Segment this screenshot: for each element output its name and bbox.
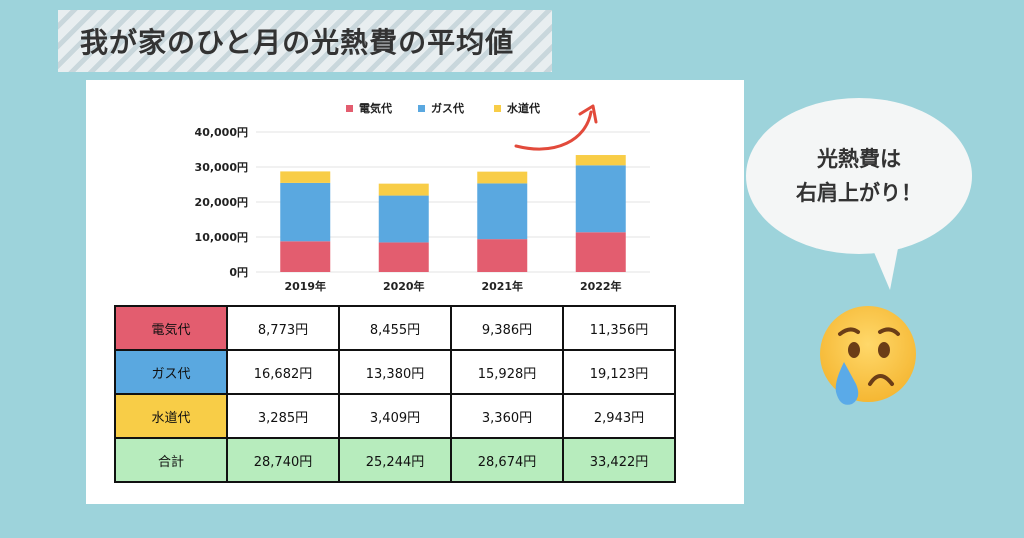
table-row: ガス代 16,682円 13,380円 15,928円 19,123円: [114, 349, 676, 395]
row-label: ガス代: [114, 349, 228, 395]
table-row: 電気代 8,773円 8,455円 9,386円 11,356円: [114, 305, 676, 351]
table-cell: 8,773円: [226, 305, 340, 351]
crying-face-icon: [820, 306, 916, 405]
row-label: 電気代: [114, 305, 228, 351]
page-title: 我が家のひと月の光熱費の平均値: [80, 26, 515, 59]
table-cell: 11,356円: [562, 305, 676, 351]
trend-arrow-icon: [514, 110, 593, 151]
table-cell: 15,928円: [450, 349, 564, 395]
bar-segment-1-0: [280, 182, 331, 242]
table-cell: 2,943円: [562, 393, 676, 439]
trend-arrowhead-icon: [578, 104, 598, 124]
x-tick-label: 2022年: [580, 279, 622, 293]
chart-legend: 電気代 ガス代 水道代: [346, 101, 540, 115]
y-axis-labels: 0円 10,000円 20,000円 30,000円 40,000円: [195, 126, 248, 279]
table-cell: 28,740円: [226, 437, 340, 483]
bar-segment-0-2: [477, 239, 528, 272]
y-tick-label: 20,000円: [195, 196, 248, 209]
bar-segment-2-0: [280, 171, 331, 183]
y-tick-label: 0円: [229, 266, 248, 279]
legend-label-1: ガス代: [431, 101, 464, 115]
chart-panel: 0円 10,000円 20,000円 30,000円 40,000円 2019年 2020…: [86, 80, 744, 504]
table-row: 合計 28,740円 25,244円 28,674円 33,422円: [114, 437, 676, 483]
legend-label-2: 水道代: [507, 101, 540, 115]
bubble-line-1: 光熱費は: [817, 147, 901, 171]
bar-segment-2-3: [575, 155, 626, 166]
table-cell: 13,380円: [338, 349, 452, 395]
cost-table: 電気代 8,773円 8,455円 9,386円 11,356円 ガス代 16,682円 13…: [114, 305, 676, 483]
bar-segment-0-0: [280, 241, 331, 272]
table-cell: 3,285円: [226, 393, 340, 439]
table-cell: 19,123円: [562, 349, 676, 395]
table-cell: 3,409円: [338, 393, 452, 439]
stacked-bar-chart: 0円 10,000円 20,000円 30,000円 40,000円 2019年 2020…: [195, 101, 650, 293]
y-tick-label: 10,000円: [195, 231, 248, 244]
chart-bars: [280, 155, 626, 272]
x-axis-labels: 2019年 2020年 2021年 2022年: [284, 279, 621, 293]
bar-segment-1-3: [575, 165, 626, 233]
table-cell: 9,386円: [450, 305, 564, 351]
x-tick-label: 2020年: [383, 279, 425, 293]
table-cell: 25,244円: [338, 437, 452, 483]
table-cell: 33,422円: [562, 437, 676, 483]
bar-segment-1-2: [477, 183, 528, 240]
table-cell: 3,360円: [450, 393, 564, 439]
x-tick-label: 2019年: [284, 279, 326, 293]
legend-swatch-1: [418, 105, 425, 112]
table-cell: 16,682円: [226, 349, 340, 395]
bar-segment-2-2: [477, 171, 528, 184]
title-banner: 我が家のひと月の光熱費の平均値: [58, 10, 552, 72]
table-row: 水道代 3,285円 3,409円 3,360円 2,943円: [114, 393, 676, 439]
speech-bubble: 光熱費は 右肩上がり！: [746, 98, 972, 254]
bar-segment-0-3: [575, 232, 626, 272]
table-cell: 8,455円: [338, 305, 452, 351]
bar-segment-1-1: [378, 195, 429, 243]
bubble-line-2: 右肩上がり！: [796, 181, 922, 205]
row-label: 合計: [114, 437, 228, 483]
y-tick-label: 40,000円: [195, 126, 248, 139]
row-label: 水道代: [114, 393, 228, 439]
y-tick-label: 30,000円: [195, 161, 248, 174]
table-cell: 28,674円: [450, 437, 564, 483]
bar-segment-0-1: [378, 242, 429, 272]
speech-bubble-tail: [868, 238, 900, 290]
x-tick-label: 2021年: [481, 279, 523, 293]
legend-swatch-2: [494, 105, 501, 112]
legend-swatch-0: [346, 105, 353, 112]
legend-label-0: 電気代: [359, 101, 392, 115]
bar-segment-2-1: [378, 183, 429, 196]
